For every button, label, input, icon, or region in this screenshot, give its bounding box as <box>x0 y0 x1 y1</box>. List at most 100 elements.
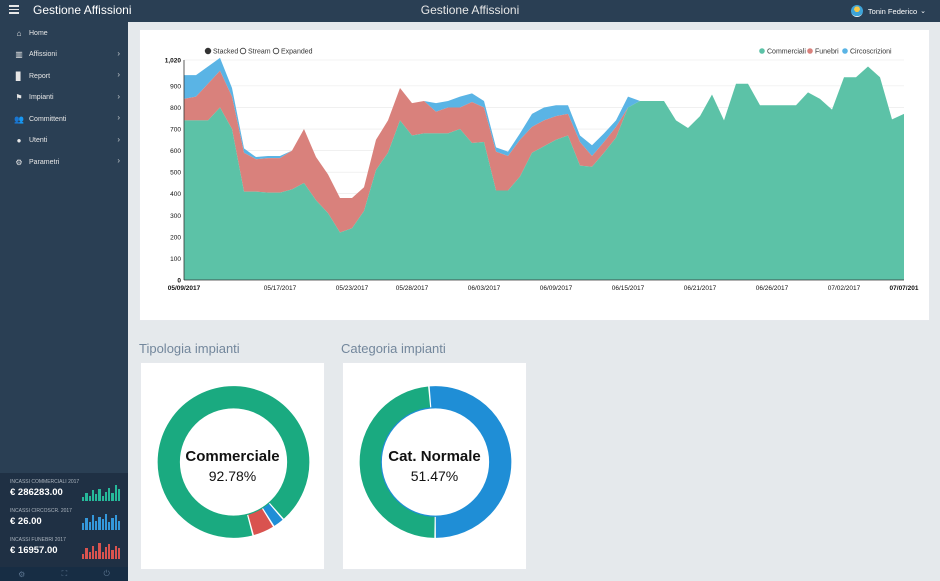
sidebar-item-report[interactable]: ▊ Report › <box>0 67 128 85</box>
legend-item-commerciali[interactable]: Commerciali <box>759 48 806 56</box>
legend-swatch[interactable] <box>759 48 765 54</box>
x-tick-label: 05/17/2017 <box>264 285 297 292</box>
donut-panel-categoria: Cat. Normale 51.47% <box>342 362 527 570</box>
donut-segment-cat-normale[interactable] <box>429 386 512 538</box>
sparkline-bar <box>111 493 114 501</box>
chart-mode-label[interactable]: Stream <box>248 49 271 56</box>
chart-mode-expanded[interactable]: Expanded <box>272 47 313 56</box>
chevron-right-icon: › <box>117 70 120 79</box>
y-tick-label: 500 <box>170 170 181 177</box>
sparkline-bar <box>114 545 117 559</box>
sidebar-item-impianti[interactable]: ⚑ Impianti › <box>0 89 128 107</box>
x-tick-label: 06/26/2017 <box>756 285 789 292</box>
chart-mode-label[interactable]: Stacked <box>213 49 238 56</box>
stat-value: € 286283.00 <box>10 487 63 498</box>
users-icon: 👥 <box>14 114 24 124</box>
sidebar-item-utenti[interactable]: ● Utenti › <box>0 132 128 150</box>
sparkline-bar <box>82 523 85 530</box>
sparkline-bar <box>111 549 114 559</box>
legend-swatch[interactable] <box>842 48 848 54</box>
sparkline-bar <box>91 515 94 530</box>
y-tick-label: 200 <box>170 234 181 241</box>
y-tick-label: 800 <box>170 105 181 112</box>
user-icon: ● <box>16 136 22 145</box>
sidebar-item-label: Parametri <box>29 158 60 166</box>
x-tick-label: 07/07/201 <box>890 285 919 292</box>
sparkline-bar <box>82 553 85 559</box>
sparkline-bar <box>85 493 88 501</box>
top-navbar: Gestione Affissioni Gestione Affissioni … <box>0 0 940 22</box>
radio-icon[interactable] <box>239 47 247 55</box>
sidebar-footer: ⚙ ⛶ ⏻ <box>0 567 128 581</box>
sidebar-item-affissioni[interactable]: ▥ Affissioni › <box>0 46 128 64</box>
donut-segment-other[interactable] <box>359 386 436 538</box>
chevron-right-icon: › <box>117 48 120 58</box>
x-tick-label: 06/09/2017 <box>540 285 573 292</box>
sparkline-bar <box>91 490 94 501</box>
sparkline <box>82 514 120 530</box>
chart-mode-stacked[interactable]: Stacked <box>204 47 238 56</box>
bar-chart-icon: ▊ <box>15 71 23 81</box>
stacked-area-chart-panel: 0 100 200 300 400 500 600 700 800 900 1,020 05/09/2… <box>139 29 930 321</box>
settings-icon[interactable]: ⚙ <box>18 569 26 579</box>
legend-item-circoscrizioni[interactable]: Circoscrizioni <box>842 48 892 56</box>
sparkline-bar <box>82 497 85 501</box>
donut-hole <box>383 410 488 514</box>
radio-icon[interactable] <box>272 47 280 55</box>
donut-chart-tipologia <box>157 386 310 538</box>
user-menu[interactable]: Tonin Federico ⌄ <box>850 3 926 19</box>
stat-label: INCASSI COMMERCIALI 2017 <box>10 479 80 485</box>
power-icon[interactable]: ⏻ <box>103 569 110 578</box>
donut-center-label: Commerciale <box>185 448 280 465</box>
sidebar-item-label: Affissioni <box>29 51 57 58</box>
sidebar-item-parametri[interactable]: ⚙ Parametri › <box>0 153 128 171</box>
sparkline-bar <box>117 520 120 530</box>
area-series-commerciali[interactable] <box>184 66 904 281</box>
sidebar-item-committenti[interactable]: 👥 Committenti › <box>0 110 128 128</box>
chevron-right-icon: › <box>117 156 120 165</box>
y-tick-label: 1,020 <box>165 58 182 65</box>
chevron-down-icon[interactable]: ⌄ <box>920 8 926 15</box>
stat-value: € 26.00 <box>10 516 42 527</box>
legend-item-funebri[interactable]: Funebri <box>807 48 839 56</box>
stat-value: € 16957.00 <box>10 545 58 556</box>
sparkline-bar <box>95 551 98 559</box>
chart-mode-stream[interactable]: Stream <box>239 47 271 56</box>
sparkline <box>82 485 120 501</box>
app-title[interactable]: Gestione Affissioni <box>33 3 132 17</box>
donut-segment-funebri[interactable] <box>247 508 274 536</box>
donut-chart-categoria <box>359 386 512 538</box>
sparkline-bar <box>98 489 101 501</box>
sparkline-bar <box>101 519 104 530</box>
donut-segment-commerciale[interactable] <box>157 386 310 538</box>
chevron-right-icon: › <box>117 91 120 101</box>
radio-icon[interactable] <box>204 47 212 55</box>
sidebar-item-home[interactable]: ⌂ Home <box>0 24 128 42</box>
sparkline-bar <box>91 545 94 559</box>
donut-title-tipologia: Tipologia impianti <box>139 341 240 356</box>
donut-segment-circoscrizioni[interactable] <box>262 503 283 526</box>
sparkline-bar <box>85 518 88 530</box>
sidebar-item-label: Committenti <box>29 115 67 123</box>
donut-center-value: 92.78% <box>208 468 257 484</box>
sparkline-bar <box>88 495 91 501</box>
legend-label[interactable]: Funebri <box>815 49 839 56</box>
menu-toggle-icon[interactable] <box>9 5 19 15</box>
legend-label[interactable]: Circoscrizioni <box>850 49 892 56</box>
signpost-icon: ⚑ <box>15 93 23 102</box>
sparkline-bar <box>95 494 98 501</box>
user-name[interactable]: Tonin Federico <box>867 6 918 16</box>
legend-label[interactable]: Commerciali <box>767 49 806 56</box>
page-title: Gestione Affissioni <box>420 3 520 17</box>
chart-mode-label[interactable]: Expanded <box>281 49 313 56</box>
sparkline-bar <box>88 552 91 559</box>
sparkline-bar <box>114 485 117 501</box>
area-series-funebri[interactable] <box>184 66 904 233</box>
sparkline-bar <box>85 548 88 559</box>
avatar[interactable] <box>850 5 863 17</box>
sidebar-item-label: Report <box>29 72 51 80</box>
legend-swatch[interactable] <box>807 48 813 54</box>
fullscreen-icon[interactable]: ⛶ <box>61 569 68 578</box>
x-tick-label: 06/21/2017 <box>684 285 717 292</box>
sidebar-stats: INCASSI COMMERCIALI 2017 € 286283.00 INCAS… <box>0 473 128 581</box>
